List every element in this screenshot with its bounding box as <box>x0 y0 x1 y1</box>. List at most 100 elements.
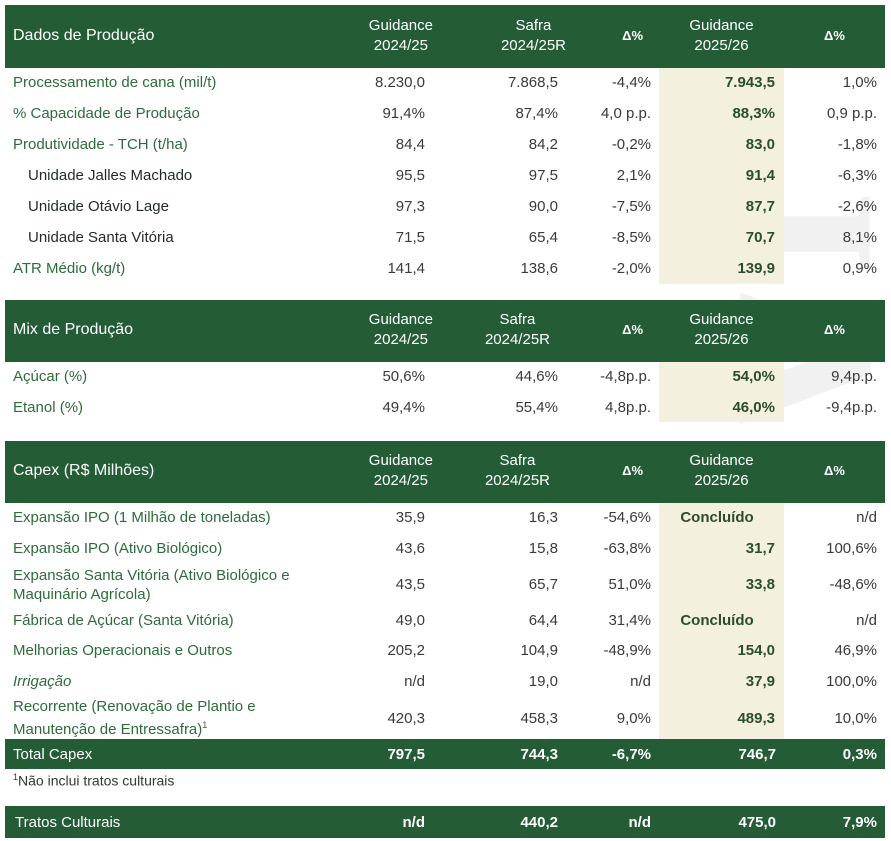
cell-delta: -8,5% <box>611 229 651 246</box>
cell-value: 43,6 <box>395 540 425 557</box>
cell-highlight: 33,8 <box>659 564 784 605</box>
cell-delta: -48,6% <box>829 576 877 593</box>
row-label: Expansão Santa Vitória (Ativo Biológico … <box>13 566 290 603</box>
col-safra-2024-25r: Safra 2024/25R <box>433 441 566 502</box>
cell-value: 8.230,0 <box>350 66 433 98</box>
cell-highlight: 87,7 <box>659 191 784 222</box>
cell-value: 35,9 <box>350 501 433 533</box>
cell-delta: -4,4% <box>566 66 659 98</box>
cell-value: 475,0 <box>659 806 784 838</box>
table-title: Capex (R$ Milhões) <box>5 441 350 502</box>
table-row: Irrigação n/d 19,0 n/d 37,9 100,0% <box>5 666 885 697</box>
cell-delta: 51,0% <box>608 576 651 593</box>
production-data-table: Dados de Produção Guidance 2024/25 Safra… <box>5 5 885 284</box>
table-row: Processamento de cana (mil/t) 8.230,0 7.… <box>5 66 885 98</box>
cell-value: 15,8 <box>528 540 558 557</box>
cell-delta: -48,9% <box>603 642 651 659</box>
row-label: Unidade Otávio Lage <box>28 198 169 215</box>
cell-value: 55,4% <box>515 398 558 416</box>
cell-delta: -7,5% <box>611 198 651 215</box>
cell-value: 71,5 <box>395 229 425 246</box>
cell-highlight: Concluído <box>659 605 784 635</box>
cell-highlight: Concluído <box>659 501 784 533</box>
cell-delta: -2,6% <box>837 198 877 215</box>
cell-delta: 9,0% <box>616 709 651 727</box>
cell-value: 84,2 <box>528 136 558 153</box>
cell-value: 138,6 <box>520 260 558 277</box>
cell-delta: -0,2% <box>611 136 651 153</box>
row-label: Fábrica de Açúcar (Santa Vitória) <box>13 611 234 629</box>
cell-delta: -63,8% <box>603 540 651 557</box>
cell-delta: 8,1% <box>842 229 877 246</box>
cell-value: 19,0 <box>528 673 558 690</box>
cell-value: 95,5 <box>395 167 425 184</box>
cell-highlight: 7.943,5 <box>659 66 784 98</box>
cell-highlight: 37,9 <box>659 666 784 697</box>
cell-delta: -54,6% <box>566 501 659 533</box>
row-label: Etanol (%) <box>13 398 84 416</box>
row-label: Expansão IPO (Ativo Biológico) <box>13 540 223 557</box>
cell-value: 16,3 <box>433 501 566 533</box>
col-guidance-2024-25: Guidance 2024/25 <box>350 300 433 361</box>
cell-highlight: 489,3 <box>659 697 784 739</box>
cell-value: 141,4 <box>387 260 425 277</box>
cell-value: 205,2 <box>387 642 425 659</box>
cell-delta: 46,9% <box>834 642 877 659</box>
cell-value: 7.868,5 <box>433 66 566 98</box>
cell-value: 90,0 <box>528 198 558 215</box>
cell-highlight: 139,9 <box>659 253 784 284</box>
col-guidance-2024-25: Guidance 2024/25 <box>350 5 433 67</box>
cell-delta: 31,4% <box>608 611 651 629</box>
table-header-row: Mix de Produção Guidance 2024/25 Safra 2… <box>5 300 885 361</box>
footnote: 1Não inclui tratos culturais <box>13 772 175 789</box>
row-label: Açúcar (%) <box>5 360 350 392</box>
table-title: Dados de Produção <box>5 5 350 67</box>
cell-value: 97,5 <box>528 167 558 184</box>
cell-value: 87,4% <box>515 105 558 122</box>
cell-value: 49,4% <box>382 398 425 416</box>
cell-highlight: 83,0 <box>659 129 784 160</box>
table-row: Melhorias Operacionais e Outros 205,2 10… <box>5 635 885 666</box>
row-label: Irrigação <box>13 673 72 690</box>
footnote-marker: 1 <box>13 772 19 782</box>
cell-value: 43,5 <box>395 576 425 593</box>
capex-table: Capex (R$ Milhões) Guidance 2024/25 Safr… <box>5 441 885 769</box>
col-guidance-2024-25: Guidance 2024/25 <box>350 441 433 502</box>
col-delta: Δ% <box>784 5 885 67</box>
cell-delta: n/d <box>566 806 659 838</box>
table-row: Fábrica de Açúcar (Santa Vitória) 49,0 6… <box>5 605 885 635</box>
col-delta: Δ% <box>566 300 659 361</box>
cell-delta: 100,0% <box>826 673 877 690</box>
table-row: Unidade Jalles Machado 95,5 97,5 2,1% 91… <box>5 160 885 191</box>
table-row: Unidade Santa Vitória 71,5 65,4 -8,5% 70… <box>5 222 885 253</box>
cell-delta: -9,4p.p. <box>826 398 877 416</box>
cell-delta: n/d <box>630 673 651 690</box>
cell-value: 746,7 <box>659 739 784 769</box>
table-row: Recorrente (Renovação de Plantio e Manut… <box>5 697 885 739</box>
cell-delta: n/d <box>784 501 885 533</box>
col-guidance-2025-26: Guidance 2025/26 <box>659 300 784 361</box>
cell-delta: 9,4p.p. <box>784 360 885 392</box>
cell-delta: n/d <box>856 611 877 629</box>
cell-value: 65,7 <box>528 576 558 593</box>
col-safra-2024-25r: Safra 2024/25R <box>433 300 566 361</box>
row-label: Total Capex <box>5 739 350 769</box>
cell-highlight: 70,7 <box>659 222 784 253</box>
row-label: Tratos Culturais <box>5 806 350 838</box>
table-title: Mix de Produção <box>5 300 350 361</box>
row-label: % Capacidade de Produção <box>13 105 200 122</box>
cell-value: n/d <box>404 673 425 690</box>
cell-highlight: 154,0 <box>659 635 784 666</box>
cell-delta: -6,7% <box>566 739 659 769</box>
cell-delta: 2,1% <box>616 167 651 184</box>
cell-value: 84,4 <box>395 136 425 153</box>
total-row: Total Capex 797,5 744,3 -6,7% 746,7 0,3% <box>5 739 885 769</box>
col-guidance-2025-26: Guidance 2025/26 <box>659 5 784 67</box>
row-label: Processamento de cana (mil/t) <box>5 66 350 98</box>
cell-value: 420,3 <box>387 709 425 727</box>
table-row: Expansão IPO (1 Milhão de toneladas) 35,… <box>5 501 885 533</box>
cell-value: 458,3 <box>520 709 558 727</box>
table-row: Expansão IPO (Ativo Biológico) 43,6 15,8… <box>5 533 885 564</box>
footnote-marker: 1 <box>202 720 208 730</box>
cell-highlight: 31,7 <box>659 533 784 564</box>
